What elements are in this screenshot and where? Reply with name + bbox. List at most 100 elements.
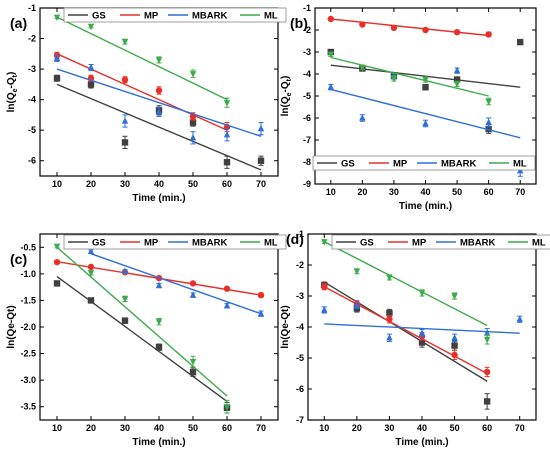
data-point-mp bbox=[155, 87, 163, 94]
y-tick-label: -4 bbox=[303, 69, 311, 79]
x-tick-label: 70 bbox=[515, 423, 525, 433]
fit-line-gs bbox=[56, 275, 228, 402]
y-tick-label: -3 bbox=[303, 47, 311, 57]
x-axis-label: Time (min.) bbox=[399, 201, 452, 212]
y-axis-label-subscript: t bbox=[286, 78, 293, 81]
data-point-ml bbox=[353, 268, 361, 275]
panel-tag: (a) bbox=[10, 15, 27, 31]
panel-tag: (d) bbox=[286, 231, 304, 247]
fit-line-gs bbox=[56, 83, 262, 171]
y-tick-label: -6 bbox=[303, 113, 311, 123]
series-mbark bbox=[87, 247, 265, 317]
data-point-ml bbox=[390, 75, 398, 83]
data-point-ml bbox=[485, 98, 492, 106]
y-axis-label: ln(Qe-Qt) bbox=[6, 72, 19, 113]
x-tick-label: 40 bbox=[417, 423, 427, 433]
data-point-mbark bbox=[422, 119, 429, 127]
x-tick-label: 60 bbox=[222, 179, 232, 189]
x-tick-label: 60 bbox=[482, 423, 492, 433]
x-tick-label: 70 bbox=[515, 187, 525, 197]
data-point-ml bbox=[87, 23, 95, 31]
y-tick-label: -6 bbox=[296, 384, 304, 394]
x-tick-label: 10 bbox=[52, 179, 62, 189]
legend-label-gs: GS bbox=[92, 238, 106, 249]
data-point-mp bbox=[483, 368, 491, 376]
legend-label-mbark: MBARK bbox=[441, 159, 476, 170]
fit-line-mp bbox=[330, 18, 489, 37]
data-point-mbark bbox=[327, 83, 334, 90]
y-tick-label: -5 bbox=[303, 91, 311, 101]
y-tick-label: -2 bbox=[296, 260, 304, 270]
data-point-gs bbox=[53, 75, 61, 82]
y-axis-label-part: ) bbox=[280, 76, 291, 79]
data-point-mp bbox=[451, 351, 458, 359]
data-point-ml bbox=[87, 270, 95, 277]
x-tick-label: 60 bbox=[484, 187, 494, 197]
data-point-ml bbox=[327, 51, 334, 58]
x-tick-label: 70 bbox=[256, 179, 266, 189]
y-axis-label: ln(Qe-Qt) bbox=[6, 305, 17, 348]
series-ml bbox=[53, 14, 231, 108]
legend-label-ml: ML bbox=[532, 238, 546, 249]
legend: GS MP MBARK ML bbox=[331, 234, 550, 250]
data-point-mp bbox=[485, 31, 492, 38]
y-axis-label: ln(Qe-Qt) bbox=[280, 76, 293, 117]
y-tick-label: -2 bbox=[303, 25, 311, 35]
series-gs bbox=[327, 38, 524, 134]
data-point-mbark bbox=[483, 329, 491, 336]
x-tick-label: 10 bbox=[319, 423, 329, 433]
series-gs bbox=[321, 281, 491, 410]
fit-line-mbark bbox=[56, 68, 262, 137]
x-tick-label: 30 bbox=[120, 179, 130, 189]
fit-line-mp bbox=[56, 53, 228, 131]
data-point-ml bbox=[359, 64, 366, 72]
chart-panel-1: 10 20 30 40 50 60 70 -9 -8 -7 -6 -5 -4 -3 -2 -1 Time (mi… bbox=[280, 3, 537, 212]
y-tick-label: -1.5 bbox=[20, 295, 36, 305]
data-point-ml bbox=[121, 39, 129, 46]
x-tick-label: 50 bbox=[452, 187, 462, 197]
y-tick-label: -2.5 bbox=[20, 349, 36, 359]
fit-line-ml bbox=[56, 16, 228, 101]
y-axis-label-subscript: e bbox=[286, 92, 293, 96]
data-point-gs bbox=[257, 157, 265, 164]
data-point-gs bbox=[451, 342, 458, 349]
data-point-mbark bbox=[189, 291, 197, 298]
data-point-ml bbox=[53, 243, 61, 251]
y-axis-label-subscript: e bbox=[12, 88, 19, 92]
data-point-ml bbox=[451, 293, 458, 300]
data-point-mbark bbox=[386, 334, 393, 341]
x-tick-label: 20 bbox=[86, 179, 96, 189]
legend: GS MP MBARK ML bbox=[63, 7, 287, 23]
y-axis-label-part: ln(Q bbox=[280, 96, 291, 116]
data-point-mbark bbox=[516, 315, 523, 322]
legend-label-mbark: MBARK bbox=[460, 238, 495, 249]
series-gs bbox=[53, 275, 231, 414]
x-tick-label: 20 bbox=[86, 423, 96, 433]
data-point-gs bbox=[87, 81, 95, 88]
data-point-mp bbox=[327, 15, 334, 23]
fit-line-ml bbox=[56, 246, 228, 397]
x-tick-label: 20 bbox=[357, 187, 367, 197]
data-point-gs bbox=[418, 339, 426, 346]
data-point-mbark bbox=[87, 247, 95, 255]
series-mbark bbox=[327, 66, 524, 177]
data-point-gs bbox=[189, 368, 197, 376]
data-point-mp bbox=[386, 316, 393, 323]
data-point-ml bbox=[155, 57, 163, 64]
data-point-ml bbox=[386, 274, 393, 282]
legend-label-mp: MP bbox=[144, 238, 159, 249]
series-ml bbox=[53, 243, 231, 414]
data-point-mbark bbox=[257, 309, 265, 317]
y-tick-label: -5 bbox=[28, 125, 36, 135]
data-point-gs bbox=[87, 297, 95, 304]
data-point-mbark bbox=[257, 124, 265, 132]
plot-frame bbox=[39, 233, 279, 421]
data-point-mp bbox=[321, 283, 328, 290]
x-tick-label: 10 bbox=[326, 187, 336, 197]
data-point-gs bbox=[155, 343, 163, 351]
data-point-mbark bbox=[155, 281, 163, 289]
data-point-gs bbox=[53, 280, 61, 287]
chart-panel-0: 10 20 30 40 50 60 70 -6 -5 -4 -3 -2 -1 Time (min.) ln(… bbox=[6, 3, 287, 204]
x-tick-label: 50 bbox=[188, 179, 198, 189]
